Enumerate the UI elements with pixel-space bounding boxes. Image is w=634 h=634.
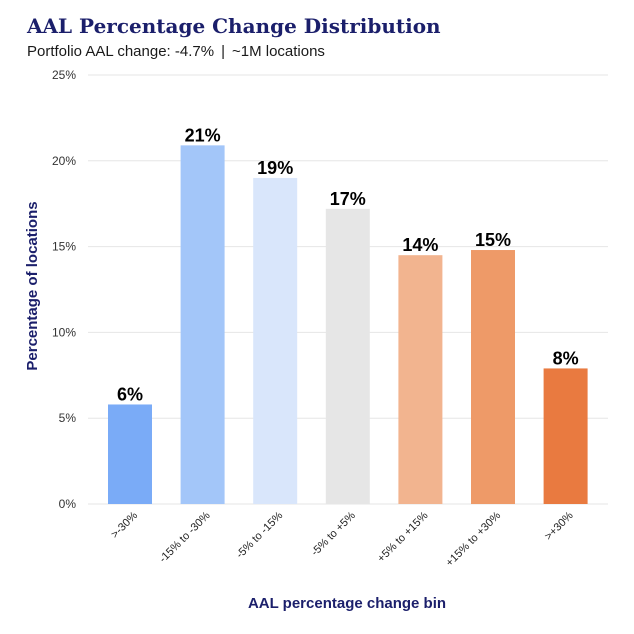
y-tick-label: 0% <box>59 497 77 511</box>
data-label: 8% <box>553 348 579 368</box>
bar <box>108 404 152 504</box>
chart-subtitle: Portfolio AAL change: -4.7% | ~1M location… <box>27 43 325 60</box>
data-label: 21% <box>185 125 221 145</box>
x-tick-label: -15% to -30% <box>157 509 213 565</box>
x-tick-label: >-30% <box>109 509 140 540</box>
x-tick-label: +15% to +30% <box>444 509 504 569</box>
bar <box>253 177 298 504</box>
y-axis-ticks: 0% 5% 10% 15% 20% 25% <box>52 68 76 511</box>
bar <box>180 145 225 504</box>
chart-title: AAL Percentage Change Distribution <box>27 14 441 38</box>
data-label: 6% <box>117 384 143 404</box>
y-tick-label: 10% <box>52 325 76 339</box>
data-label: 17% <box>330 189 366 209</box>
x-tick-label: -5% to -15% <box>234 509 285 560</box>
bar <box>471 250 515 504</box>
x-axis-title: AAL percentage change bin <box>248 595 446 612</box>
bar <box>543 368 588 504</box>
subtitle-location-count: ~1M locations <box>231 43 325 60</box>
y-axis-title: Percentage of locations <box>24 201 41 370</box>
bars <box>108 145 588 504</box>
y-tick-label: 25% <box>52 68 76 82</box>
x-tick-label: +5% to +15% <box>375 509 430 564</box>
data-label: 14% <box>402 235 438 255</box>
data-label: 19% <box>257 158 293 178</box>
subtitle-portfolio-change: Portfolio AAL change: -4.7% <box>27 43 215 60</box>
x-axis-ticks: >-30% -15% to -30% -5% to -15% -5% to +5% +5… <box>109 509 576 569</box>
bar <box>325 208 370 504</box>
subtitle-separator: | <box>221 43 225 60</box>
x-tick-label: -5% to +5% <box>309 509 358 558</box>
y-tick-label: 20% <box>52 154 76 168</box>
data-labels: 6% 21% 19% 17% 14% 15% 8% <box>117 125 579 404</box>
y-tick-label: 15% <box>52 240 76 254</box>
x-tick-label: >+30% <box>543 509 576 542</box>
y-tick-label: 5% <box>59 411 77 425</box>
bar <box>398 255 443 504</box>
data-label: 15% <box>475 230 511 250</box>
